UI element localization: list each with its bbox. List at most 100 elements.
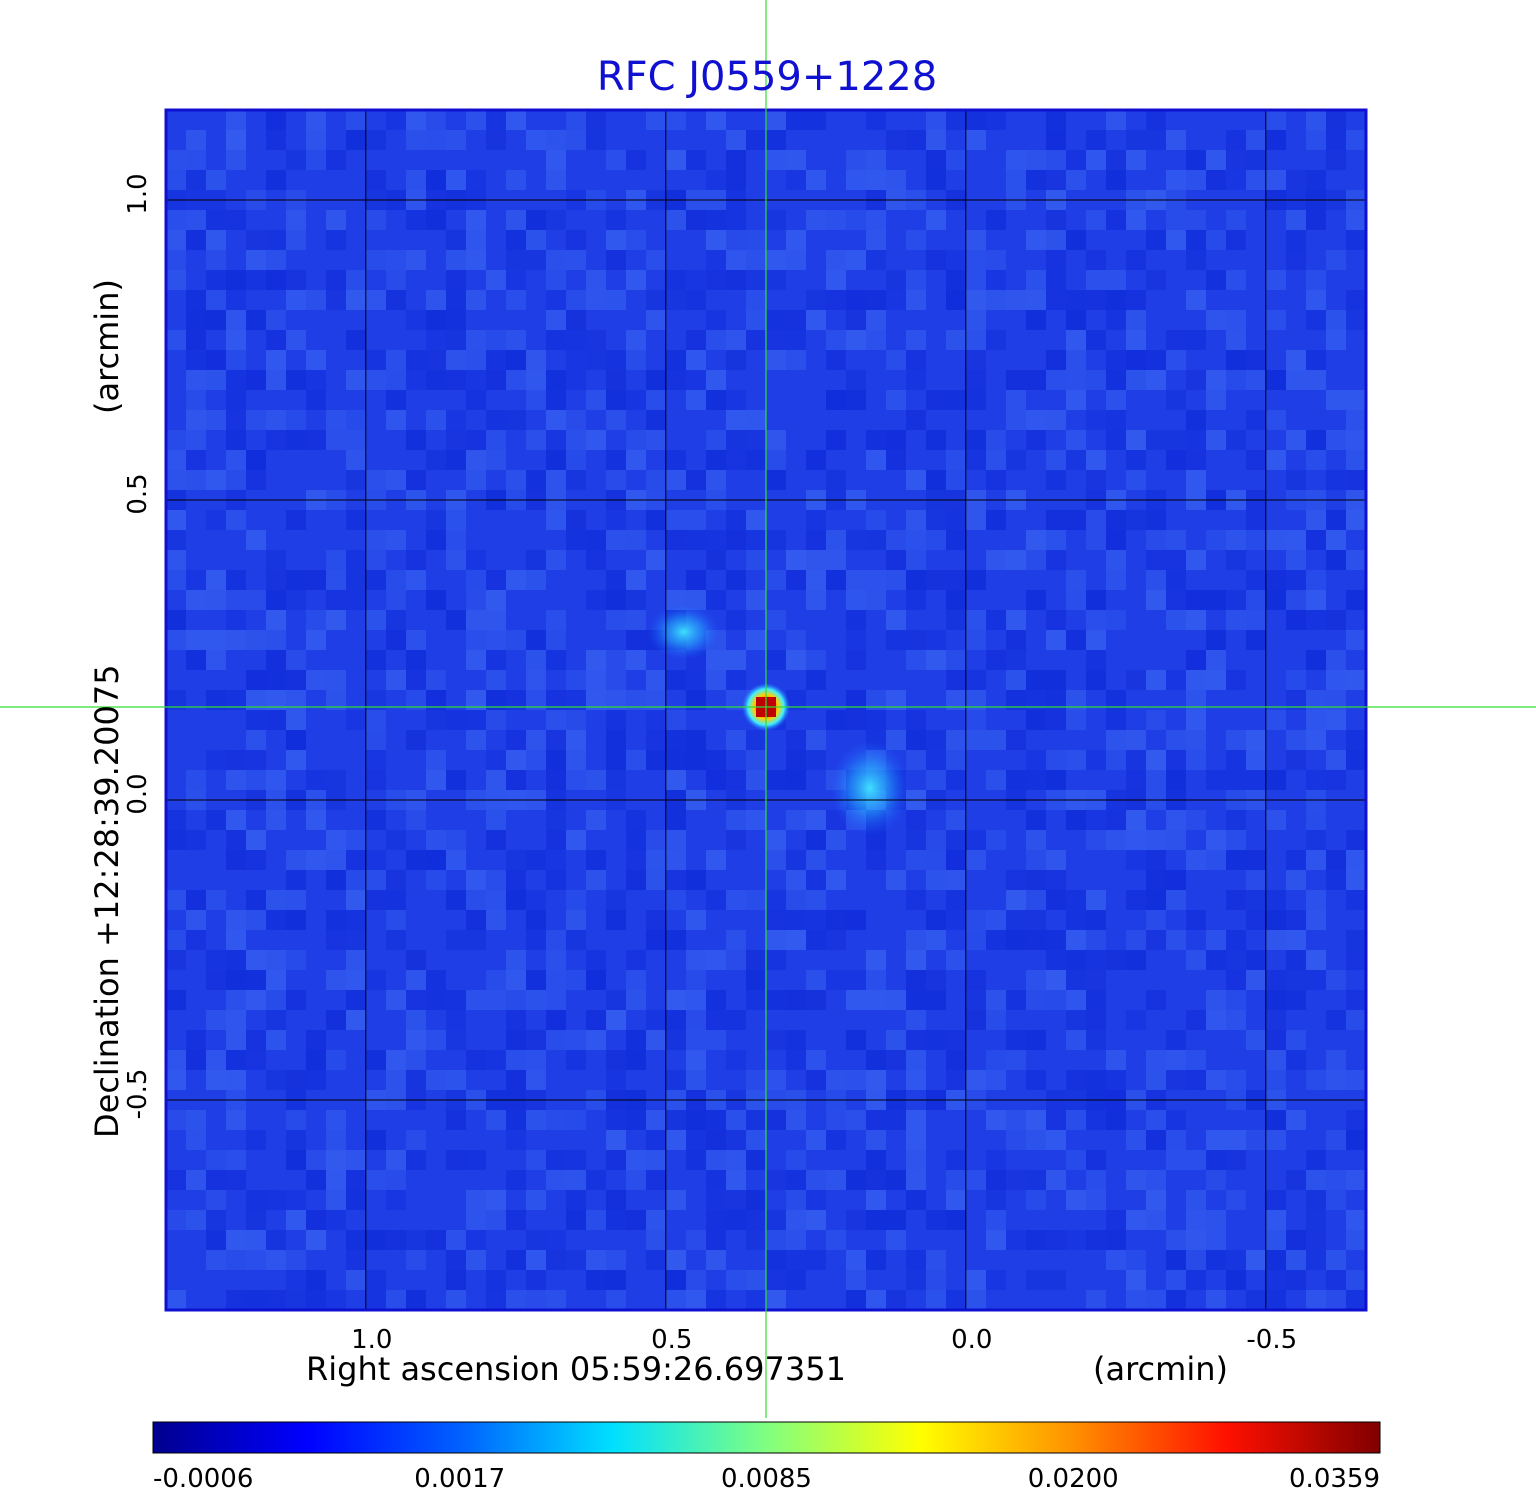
noise-cell [866,290,886,310]
noise-cell [206,1070,226,1090]
noise-cell [206,810,226,830]
noise-cell [1226,990,1246,1010]
noise-cell [746,750,766,770]
noise-cell [1086,210,1106,230]
noise-cell [186,290,206,310]
noise-cell [526,930,546,950]
noise-cell [1166,390,1186,410]
noise-cell [266,550,286,570]
noise-cell [1246,730,1266,750]
noise-cell [746,970,766,990]
noise-cell [866,1050,886,1070]
noise-cell [566,710,586,730]
noise-cell [206,270,226,290]
noise-cell [846,1170,866,1190]
noise-cell [266,810,286,830]
noise-cell [506,230,526,250]
y-axis-unit: (arcmin) [88,279,126,414]
noise-cell [606,150,626,170]
noise-cell [1126,310,1146,330]
noise-cell [686,690,706,710]
noise-cell [1106,310,1126,330]
noise-cell [546,990,566,1010]
noise-cell [1326,1250,1346,1270]
noise-cell [626,430,646,450]
noise-cell [786,170,806,190]
noise-cell [246,370,266,390]
noise-cell [406,1130,426,1150]
noise-cell [1286,1270,1306,1290]
noise-cell [946,470,966,490]
noise-cell [1246,570,1266,590]
noise-cell [1286,250,1306,270]
noise-cell [586,970,606,990]
noise-cell [386,830,406,850]
noise-cell [1126,450,1146,470]
noise-cell [726,1050,746,1070]
noise-cell [926,870,946,890]
noise-cell [266,690,286,710]
noise-cell [546,270,566,290]
noise-cell [406,630,426,650]
noise-cell [1346,550,1366,570]
noise-cell [166,450,186,470]
noise-cell [226,1290,246,1310]
noise-cell [606,910,626,930]
noise-cell [806,830,826,850]
noise-cell [726,650,746,670]
noise-cell [846,910,866,930]
noise-cell [446,770,466,790]
noise-cell [1226,610,1246,630]
noise-cell [646,850,666,870]
noise-cell [166,230,186,250]
noise-cell [666,930,686,950]
noise-cell [186,830,206,850]
noise-cell [246,270,266,290]
noise-cell [506,210,526,230]
noise-cell [786,890,806,910]
noise-cell [986,430,1006,450]
noise-cell [466,390,486,410]
noise-cell [1006,770,1026,790]
noise-cell [206,1230,226,1250]
noise-cell [1346,390,1366,410]
noise-cell [886,570,906,590]
noise-cell [1226,1010,1246,1030]
noise-cell [1266,570,1286,590]
noise-cell [1066,1010,1086,1030]
noise-cell [226,950,246,970]
noise-cell [666,770,686,790]
noise-cell [666,290,686,310]
noise-cell [686,210,706,230]
noise-cell [706,470,726,490]
noise-cell [246,970,266,990]
noise-cell [226,830,246,850]
noise-cell [1286,1230,1306,1250]
noise-cell [806,930,826,950]
noise-cell [706,1190,726,1210]
noise-cell [986,270,1006,290]
noise-cell [1346,590,1366,610]
noise-cell [966,630,986,650]
noise-cell [686,1110,706,1130]
noise-cell [186,890,206,910]
noise-cell [266,1030,286,1050]
noise-cell [1306,1230,1326,1250]
noise-cell [586,110,606,130]
noise-cell [566,1250,586,1270]
noise-cell [926,730,946,750]
noise-cell [626,830,646,850]
noise-cell [1086,1010,1106,1030]
noise-cell [626,1050,646,1070]
noise-cell [366,370,386,390]
noise-cell [1046,270,1066,290]
colorbar-tick-label: 0.0359 [1289,1464,1380,1494]
noise-cell [606,1130,626,1150]
noise-cell [346,1190,366,1210]
noise-cell [586,590,606,610]
noise-cell [986,1150,1006,1170]
noise-cell [606,290,626,310]
noise-cell [1226,750,1246,770]
noise-cell [1026,1070,1046,1090]
noise-cell [1246,170,1266,190]
